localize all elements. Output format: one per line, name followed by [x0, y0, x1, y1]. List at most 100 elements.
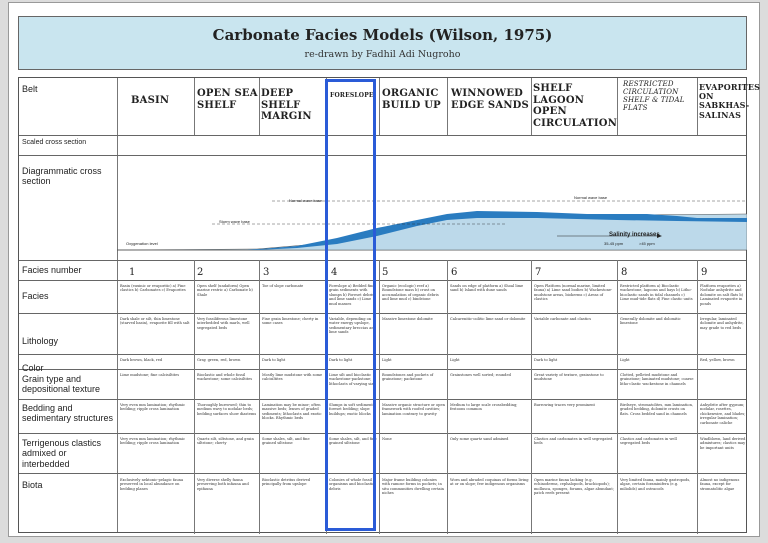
diagram-subtitle: re-drawn by Fadhil Adi Nugroho	[304, 49, 461, 60]
row-divider	[19, 433, 746, 434]
bedding-cell: Burrowing traces very prominent	[534, 403, 595, 407]
row-divider	[19, 473, 746, 474]
lithology-cell: Massive limestone dolomite	[382, 317, 433, 321]
facies-number-7: 7	[535, 267, 542, 278]
biota-cell: Very diverse shelly fauna preserving bot…	[197, 478, 249, 491]
col-divider	[447, 78, 448, 135]
facies-number-1: 1	[129, 267, 136, 278]
row-divider	[19, 354, 746, 355]
grain-cell: Grainstones well sorted; rounded	[450, 373, 511, 377]
lithology-cell: Generally dolomite and dolomitic limesto…	[620, 317, 681, 326]
facies-table: Belt Scaled cross section Diagrammatic c…	[18, 77, 761, 534]
col-divider	[531, 260, 532, 534]
lithology-cell: Very fossiliferous limestone interbedded…	[197, 317, 250, 330]
col-divider	[531, 78, 532, 135]
col-divider	[617, 260, 618, 534]
belt-deep-shelf-margin: DEEP SHELF MARGIN	[261, 88, 312, 122]
terrig-cell: None	[382, 437, 392, 441]
biota-cell: Almost no indigenous fauna, except for s…	[700, 478, 740, 491]
facies-cell: Open shelf (undaform) Open marine restri…	[197, 284, 253, 297]
col-divider	[697, 260, 698, 534]
facies-number-6: 6	[451, 267, 458, 278]
color-cell: Light	[382, 358, 392, 362]
terrig-cell: Some shales, silt, and fine grained silt…	[262, 437, 310, 446]
row-divider	[19, 135, 746, 136]
lithology-cell: Irregular, laminated dolomite and anhydr…	[700, 317, 744, 330]
biota-cell: Bioclastic detritus derived principally …	[262, 478, 311, 487]
col-divider	[617, 78, 618, 135]
facies-cell: Restricted platform a) Bioclastic wackes…	[620, 284, 693, 302]
terrig-cell: Clastics and carbonates in well segregat…	[620, 437, 677, 446]
bedding-cell: Very even mm lamination; rhythmic beddin…	[120, 403, 186, 412]
row-label-color: Color	[22, 363, 44, 373]
bedding-cell: Anhydrite after gypsum; nodular, rosette…	[700, 403, 746, 425]
label-normal-wave-base-2: Normal wave base	[574, 195, 608, 200]
row-label-grain: Grain type and depositional texture	[22, 374, 101, 395]
row-label-scaled: Scaled cross section	[22, 139, 87, 146]
facies-number-9: 9	[701, 267, 708, 278]
row-label-facies-number: Facies number	[22, 265, 82, 275]
facies-number-2: 2	[197, 267, 204, 278]
label-oxygenation: Oxygenation level	[126, 241, 158, 246]
belt-open-sea-shelf: OPEN SEA SHELF	[197, 88, 258, 111]
grain-cell: Bioclastic and whole fossil wackestone; …	[197, 373, 253, 382]
belt-winnowed-edge-sands: WINNOWED EDGE SANDS	[451, 88, 529, 111]
grain-cell: Mostly lime mudstone with some calcisilt…	[262, 373, 323, 382]
col-divider	[117, 78, 118, 532]
row-divider	[19, 280, 746, 281]
color-cell: Light	[450, 358, 460, 362]
facies-cell: Basin (euxinic or evaporitic) a) Fine cl…	[120, 284, 186, 293]
terrig-cell: Some shales, silt, and fine grained silt…	[329, 437, 377, 446]
lithology-cell: Fine grain limestone; cherty in some cas…	[262, 317, 319, 326]
bedding-cell: Birdseye, stromatolites, mm lamination, …	[620, 403, 694, 416]
label-ppt-1: 35-45 ppm	[604, 241, 624, 246]
biota-cell: Worn and abraded coquinas of forms livin…	[450, 478, 529, 487]
title-banner: Carbonate Facies Models (Wilson, 1975) r…	[18, 16, 747, 70]
col-divider	[259, 78, 260, 135]
color-cell: Gray, green, red, brown	[197, 358, 241, 362]
lithology-cell: Variable carbonate and clastics	[534, 317, 592, 321]
col-divider	[259, 260, 260, 534]
color-cell: Dark to light	[262, 358, 286, 362]
row-label-bedding: Bedding and sedimentary structures	[22, 403, 114, 424]
label-ppt-2: >45 ppm	[639, 241, 655, 246]
biota-cell: Exclusively nektonic-pelagic fauna prese…	[120, 478, 184, 491]
label-salinity: Salinity increases	[609, 232, 660, 238]
terrig-cell: Only some quartz sand admixed	[450, 437, 509, 441]
color-cell: Dark to light	[329, 358, 353, 362]
col-divider	[447, 260, 448, 534]
label-normal-wave-base: Normal wave base	[289, 198, 323, 203]
bedding-cell: Slumps in soft sediments; foreset beddin…	[329, 403, 376, 416]
facies-cell: Sands on edge of platform a) Shoal lime …	[450, 284, 524, 293]
facies-cell: Organic (ecologic) reef a) Boundstone ma…	[382, 284, 439, 302]
col-divider	[697, 78, 698, 135]
facies-cell: Platform evaporites a) Nodular anhydrite…	[700, 284, 744, 306]
belt-basin: BASIN	[131, 95, 170, 106]
row-divider	[19, 313, 746, 314]
facies-number-3: 3	[263, 267, 270, 278]
row-label-biota: Biota	[22, 480, 43, 490]
terrig-cell: Windblown, land derived admixtures; clas…	[700, 437, 746, 450]
col-divider	[194, 78, 195, 135]
grain-cell: Clotted, pelleted mudstone and grainston…	[620, 373, 694, 386]
bedding-cell: Massive organic structure or open framew…	[382, 403, 445, 416]
color-cell: Light	[620, 358, 630, 362]
col-divider	[379, 78, 380, 135]
color-cell: Red, yellow, brown	[700, 358, 735, 362]
bedding-cell: Medium to large scale crossbedding; fest…	[450, 403, 518, 412]
grain-cell: Lime mudstone; fine calcisiltites	[120, 373, 180, 377]
belt-organic-build-up: ORGANIC BUILD UP	[382, 88, 441, 111]
terrig-cell: Clastics and carbonates in well segregat…	[534, 437, 613, 446]
col-divider	[379, 260, 380, 534]
biota-cell: Very limited fauna, mainly gastropods, a…	[620, 478, 691, 491]
belt-evaporites: EVAPORITES ON SABKHAS-SALINAS	[699, 82, 761, 120]
col-divider	[117, 78, 118, 135]
page: Carbonate Facies Models (Wilson, 1975) r…	[8, 2, 760, 537]
grain-cell: Boundstones and pockets of grainstone; p…	[382, 373, 434, 382]
grain-cell: Great variety of texture, grainstone to …	[534, 373, 604, 382]
col-divider	[194, 260, 195, 534]
biota-cell: Major frame building colonies with ramos…	[382, 478, 444, 496]
facies-cell: Toe of slope carbonate	[262, 284, 304, 288]
belt-restricted: RESTRICTED CIRCULATION SHELF & TIDAL FLA…	[623, 80, 685, 113]
grain-cell: Lime silt and bioclastic wackestone-pack…	[329, 373, 376, 386]
